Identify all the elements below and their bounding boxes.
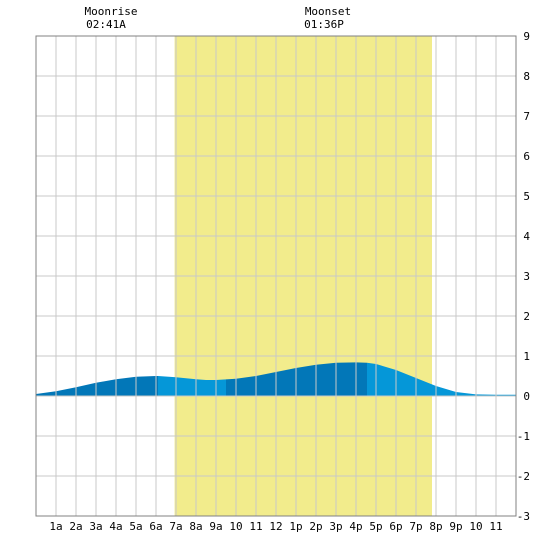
- x-tick-label: 2p: [309, 520, 322, 533]
- x-tick-label: 6p: [389, 520, 402, 533]
- y-tick-label: 1: [523, 350, 530, 363]
- x-tick-label: 4p: [349, 520, 362, 533]
- y-tick-label: -2: [517, 470, 530, 483]
- x-tick-label: 6a: [149, 520, 162, 533]
- x-tick-label: 5a: [129, 520, 142, 533]
- x-tick-label: 8p: [429, 520, 442, 533]
- x-axis-labels: 1a 2a 3a 4a 5a 6a 7a 8a 9a 10 11 12 1p 2p 3p 4p 5p 6p 7p 8p…: [49, 520, 502, 533]
- y-tick-label: 5: [523, 190, 530, 203]
- x-tick-label: 9a: [209, 520, 222, 533]
- x-tick-label: 3a: [89, 520, 102, 533]
- plot-frame: [35, 35, 517, 517]
- y-tick-label: 0: [523, 390, 530, 403]
- x-tick-label: 9p: [449, 520, 462, 533]
- grid-layer: [36, 36, 516, 516]
- x-tick-label: 7a: [169, 520, 182, 533]
- y-tick-label: 2: [523, 310, 530, 323]
- x-tick-label: 1a: [49, 520, 62, 533]
- x-tick-label: 10: [229, 520, 242, 533]
- tide-area-segment-1: [36, 376, 158, 396]
- y-axis-labels: -3 -2 -1 0 1 2 3 4 5 6 7 8 9: [517, 30, 531, 523]
- moonrise-label: Moonrise: [85, 5, 138, 18]
- moonrise-time: 02:41A: [86, 18, 126, 31]
- y-tick-label: 8: [523, 70, 530, 83]
- x-tick-label: 2a: [69, 520, 82, 533]
- x-tick-label: 5p: [369, 520, 382, 533]
- x-tick-label: 11: [489, 520, 502, 533]
- y-tick-label: -1: [517, 430, 530, 443]
- x-tick-label: 4a: [109, 520, 122, 533]
- tide-area-segment-4: [367, 362, 516, 396]
- y-tick-label: 4: [523, 230, 530, 243]
- x-tick-label: 8a: [189, 520, 202, 533]
- moonset-time: 01:36P: [304, 18, 344, 31]
- x-tick-label: 12: [269, 520, 282, 533]
- x-tick-label: 11: [249, 520, 262, 533]
- y-tick-label: -3: [517, 510, 530, 523]
- moonset-label: Moonset: [305, 5, 351, 18]
- x-tick-label: 3p: [329, 520, 342, 533]
- x-tick-label: 10: [469, 520, 482, 533]
- y-tick-label: 6: [523, 150, 530, 163]
- y-tick-label: 9: [523, 30, 530, 43]
- x-tick-label: 1p: [289, 520, 302, 533]
- x-tick-label: 7p: [409, 520, 422, 533]
- y-tick-label: 3: [523, 270, 530, 283]
- y-tick-label: 7: [523, 110, 530, 123]
- tide-area-segment-2: [158, 376, 226, 396]
